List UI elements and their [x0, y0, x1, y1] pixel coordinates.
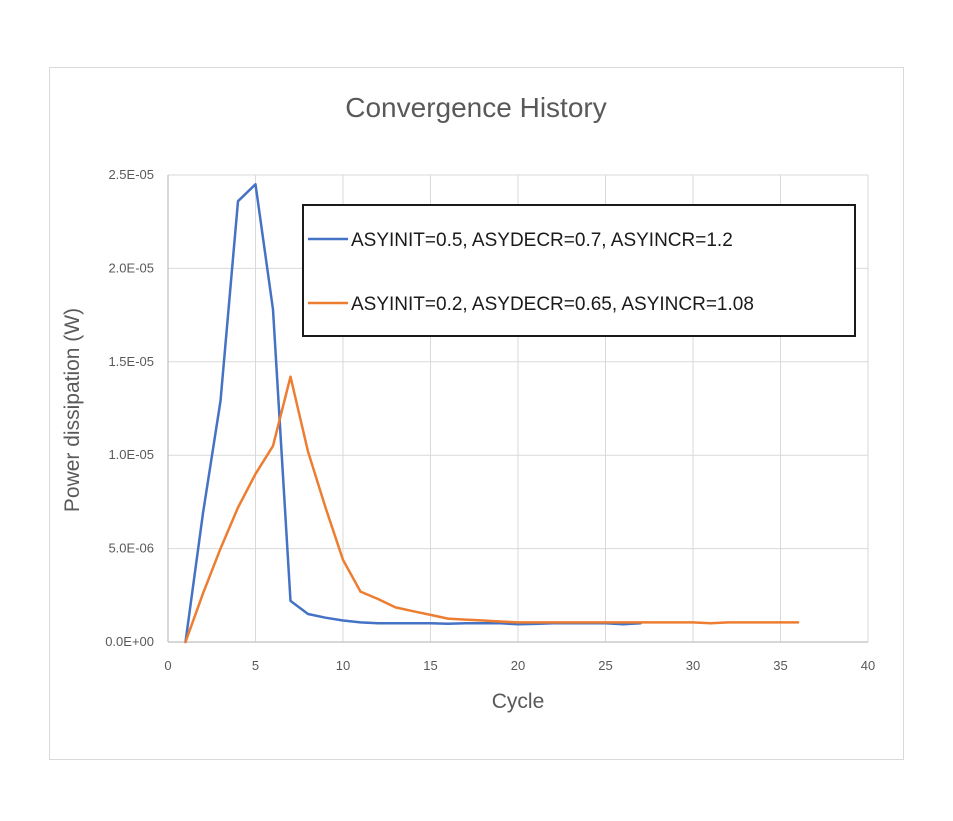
x-tick-label: 20 — [511, 658, 525, 673]
x-tick-label: 10 — [336, 658, 350, 673]
x-tick-label: 40 — [861, 658, 875, 673]
x-axis-title: Cycle — [492, 690, 545, 713]
series-lines — [184, 183, 800, 644]
x-tick-label: 30 — [686, 658, 700, 673]
series-line-2 — [184, 375, 800, 644]
y-tick-label: 1.5E-05 — [108, 354, 154, 369]
x-tick-label: 15 — [423, 658, 437, 673]
y-tick-label: 5.0E-06 — [108, 541, 154, 556]
y-axis-title: Power dissipation (W) — [61, 308, 84, 512]
y-tick-label: 2.5E-05 — [108, 167, 154, 182]
axes: 0.0E+00 5.0E-06 1.0E-05 1.5E-05 2.0E-05 2.5E-… — [105, 167, 875, 673]
y-tick-label: 2.0E-05 — [108, 260, 154, 275]
x-tick-label: 5 — [252, 658, 259, 673]
x-tick-label: 25 — [598, 658, 612, 673]
chart-title: Convergence History — [345, 92, 606, 123]
x-tick-label: 35 — [773, 658, 787, 673]
legend-label-series-1: ASYINIT=0.5, ASYDECR=0.7, ASYINCR=1.2 — [351, 230, 733, 251]
legend-box — [302, 204, 856, 337]
y-tick-label: 0.0E+00 — [105, 634, 154, 649]
chart-frame: 0.0E+00 5.0E-06 1.0E-05 1.5E-05 2.0E-05 2.5E-… — [49, 67, 904, 760]
x-tick-label: 0 — [164, 658, 171, 673]
legend: ASYINIT=0.5, ASYDECR=0.7, ASYINCR=1.2 AS… — [302, 204, 856, 337]
y-tick-label: 1.0E-05 — [108, 447, 154, 462]
line-chart: 0.0E+00 5.0E-06 1.0E-05 1.5E-05 2.0E-05 2.5E-… — [61, 92, 875, 713]
legend-label-series-2: ASYINIT=0.2, ASYDECR=0.65, ASYINCR=1.08 — [351, 294, 754, 315]
